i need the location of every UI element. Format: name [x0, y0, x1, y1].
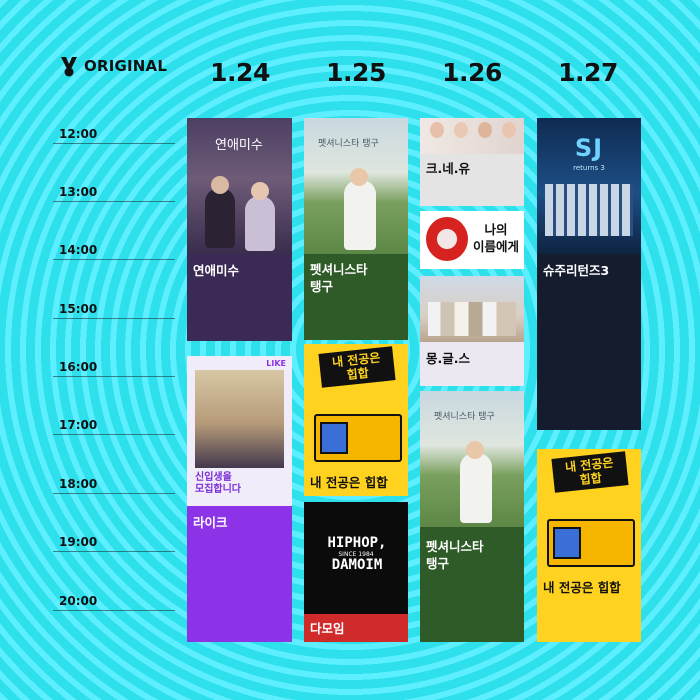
time-slot: 17:00 [53, 418, 175, 454]
time-label: 17:00 [59, 418, 98, 432]
show-card-to-my-name[interactable]: 나의 이름에게 [420, 211, 524, 269]
time-label: 14:00 [59, 243, 98, 257]
show-card-my-major-hiphop-2[interactable]: 내 전공은 힙합 내 전공은 힙합 [537, 449, 641, 642]
poster-image: 펫셔니스타 탱구 [420, 391, 524, 527]
time-divider [53, 610, 175, 611]
time-divider [53, 143, 175, 144]
time-label: 18:00 [59, 477, 98, 491]
show-card-sj-returns3[interactable]: SJ returns 3 슈주리턴즈3 [537, 118, 641, 430]
poster-image [420, 276, 524, 342]
poster-image: 내 전공은 힙합 [537, 449, 641, 571]
poster-figure-left-head [211, 176, 229, 194]
show-card-keuneyu[interactable]: 크.네.유 [420, 118, 524, 206]
poster-person [344, 180, 376, 250]
time-slot: 13:00 [53, 185, 175, 221]
show-card-petsionista-tangu-2[interactable]: 펫셔니스타 탱구 펫셔니스타 탱구 [420, 391, 524, 642]
poster-subtext: returns 3 [573, 164, 605, 172]
time-divider [53, 201, 175, 202]
poster-title: 펫셔니스타 탱구 [434, 412, 495, 422]
show-title: 다모임 [310, 621, 345, 636]
show-title: 연애미수 [193, 263, 240, 278]
poster-logo: 내 전공은 힙합 [551, 451, 629, 493]
poster-person-head [350, 168, 368, 186]
poster-image: SJ returns 3 [537, 118, 641, 254]
time-label: 20:00 [59, 594, 98, 608]
poster-subtext: SINCE 1984 [338, 551, 374, 558]
date-header-2: 1.25 [326, 58, 386, 87]
time-label: 15:00 [59, 302, 98, 316]
show-card-monggeulseu[interactable]: 몽.글.스 [420, 276, 524, 386]
date-header-3: 1.26 [442, 58, 502, 87]
time-divider [53, 434, 175, 435]
show-title: 라이크 [193, 515, 228, 530]
date-header-4: 1.27 [558, 58, 618, 87]
poster-figure-right-head [251, 182, 269, 200]
poster-figure-left [205, 188, 235, 248]
time-slot: 12:00 [53, 127, 175, 163]
poster-figure-right [245, 196, 275, 251]
show-title: 펫셔니스타 탱구 [310, 262, 368, 294]
poster-face-2 [454, 122, 468, 138]
poster-person [460, 453, 492, 523]
brand-name: ORIGINAL [84, 57, 168, 75]
show-title: 몽.글.스 [426, 351, 470, 366]
brand-logo[interactable]: ORIGINAL [58, 54, 167, 78]
time-divider [53, 259, 175, 260]
poster-illustration-speaker [553, 527, 581, 559]
time-slot: 14:00 [53, 243, 175, 279]
time-slot: 19:00 [53, 535, 175, 571]
poster-members [545, 184, 633, 236]
v-logo-icon [61, 57, 77, 77]
poster-title: 연애미수 [215, 138, 263, 153]
show-card-my-major-hiphop[interactable]: 내 전공은 힙합 내 전공은 힙합 [304, 344, 408, 496]
show-title: 내 전공은 힙합 [543, 580, 621, 595]
time-slot: 15:00 [53, 302, 175, 338]
poster-title: 펫셔니스타 탱구 [318, 139, 379, 149]
poster-logo: HIPHOP, DAMOIM [327, 535, 387, 573]
poster-face-4 [502, 122, 516, 138]
poster-person-head [466, 441, 484, 459]
time-divider [53, 551, 175, 552]
show-card-petsionista-tangu[interactable]: 펫셔니스타 탱구 펫셔니스타 탱구 [304, 118, 408, 340]
poster-image [420, 118, 524, 154]
poster-logo: 내 전공은 힙합 [318, 346, 396, 388]
poster-image: 펫셔니스타 탱구 [304, 118, 408, 254]
poster-image [426, 217, 468, 261]
poster-badge: LIKE [266, 359, 286, 368]
time-slot: 16:00 [53, 360, 175, 396]
time-label: 13:00 [59, 185, 98, 199]
date-header-1: 1.24 [210, 58, 270, 87]
poster-group [428, 302, 516, 336]
poster-face-1 [430, 122, 444, 138]
time-label: 12:00 [59, 127, 98, 141]
show-card-yeonaemisu[interactable]: 연애미수 연애미수 [187, 118, 292, 341]
poster-photo [195, 370, 284, 468]
time-divider [53, 318, 175, 319]
time-divider [53, 493, 175, 494]
poster-image: 내 전공은 힙합 [304, 344, 408, 466]
show-title: 슈주리턴즈3 [543, 263, 610, 278]
poster-logo: SJ [574, 134, 604, 162]
time-slot: 18:00 [53, 477, 175, 513]
poster-image: 연애미수 [187, 118, 292, 254]
poster-image: LIKE 신입생을 모집합니다 [187, 356, 292, 506]
show-title: 펫셔니스타 탱구 [426, 539, 484, 571]
time-label: 19:00 [59, 535, 98, 549]
time-slot: 20:00 [53, 594, 175, 630]
poster-illustration-speaker [320, 422, 348, 454]
show-title: 나의 이름에게 [472, 222, 519, 254]
time-divider [53, 376, 175, 377]
show-title: 내 전공은 힙합 [310, 475, 388, 490]
show-card-damoim[interactable]: HIPHOP, DAMOIM SINCE 1984 다모임 [304, 502, 408, 642]
time-label: 16:00 [59, 360, 98, 374]
poster-face-3 [478, 122, 492, 138]
poster-tagline: 신입생을 모집합니다 [195, 472, 241, 495]
poster-image: HIPHOP, DAMOIM SINCE 1984 [304, 502, 408, 614]
show-title: 크.네.유 [426, 161, 470, 176]
show-card-like[interactable]: LIKE 신입생을 모집합니다 라이크 [187, 356, 292, 642]
